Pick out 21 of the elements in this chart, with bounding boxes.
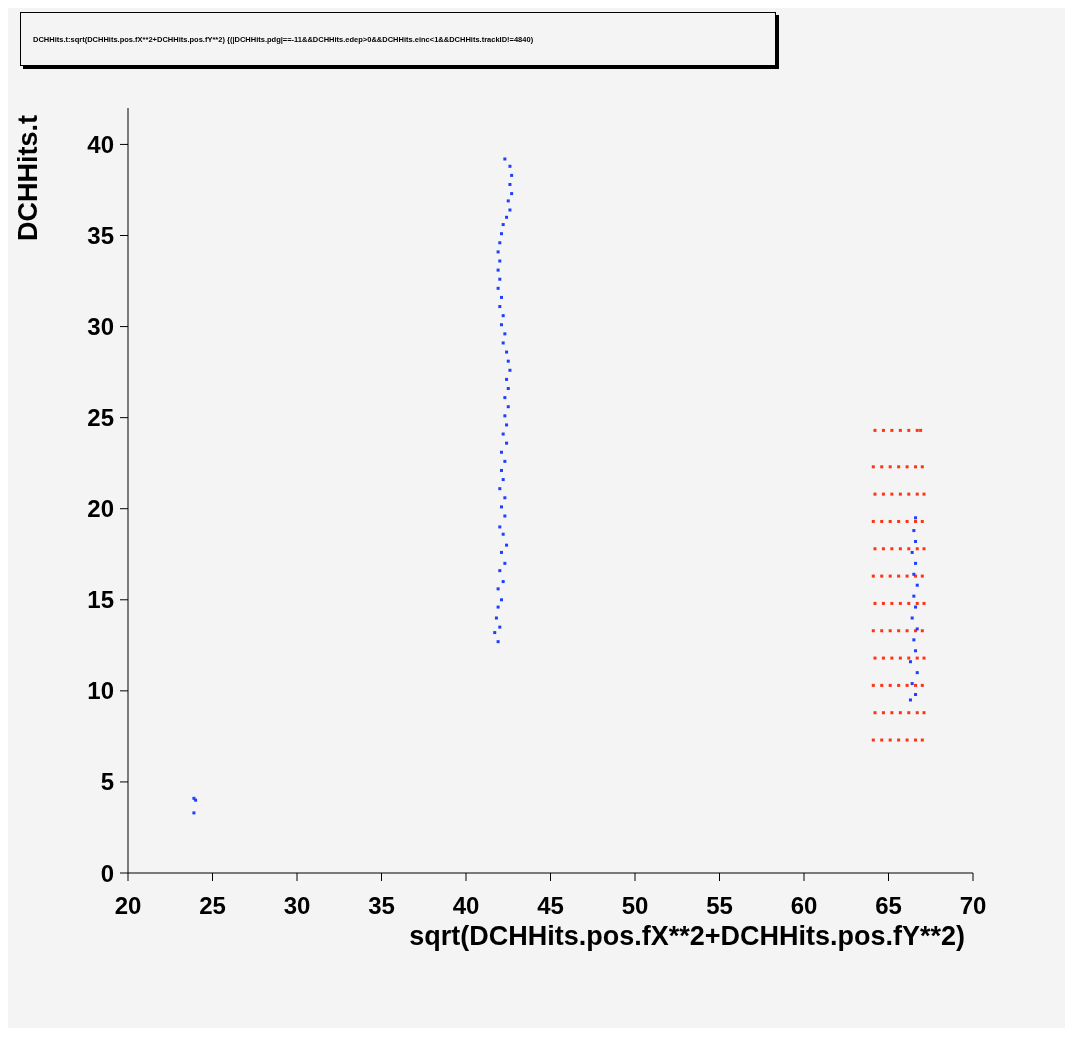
x-tick-label: 35	[368, 892, 395, 920]
x-tick-label: 55	[706, 892, 733, 920]
x-tick-label: 70	[959, 892, 987, 920]
x-tick-label: 60	[790, 892, 818, 920]
x-tick-label: 65	[875, 892, 902, 920]
x-tick-label: 45	[537, 892, 564, 920]
x-tick-label: 30	[283, 892, 311, 920]
y-tick-label: 10	[87, 677, 114, 705]
y-tick-label: 20	[87, 495, 114, 523]
y-tick-label: 30	[87, 313, 114, 341]
x-tick-label: 50	[621, 892, 649, 920]
y-tick-label: 15	[87, 586, 114, 614]
x-tick-label: 40	[452, 892, 480, 920]
y-tick-label: 25	[87, 404, 114, 432]
y-tick-label: 35	[87, 222, 114, 250]
y-tick-label: 5	[100, 768, 114, 796]
x-tick-label: 25	[199, 892, 226, 920]
x-axis-title: sqrt(DCHHits.pos.fX**2+DCHHits.pos.fY**2)	[409, 921, 965, 951]
y-tick-label: 40	[87, 130, 114, 158]
y-axis-title: DCHHits.t	[13, 115, 44, 241]
y-tick-label: 0	[100, 859, 114, 887]
